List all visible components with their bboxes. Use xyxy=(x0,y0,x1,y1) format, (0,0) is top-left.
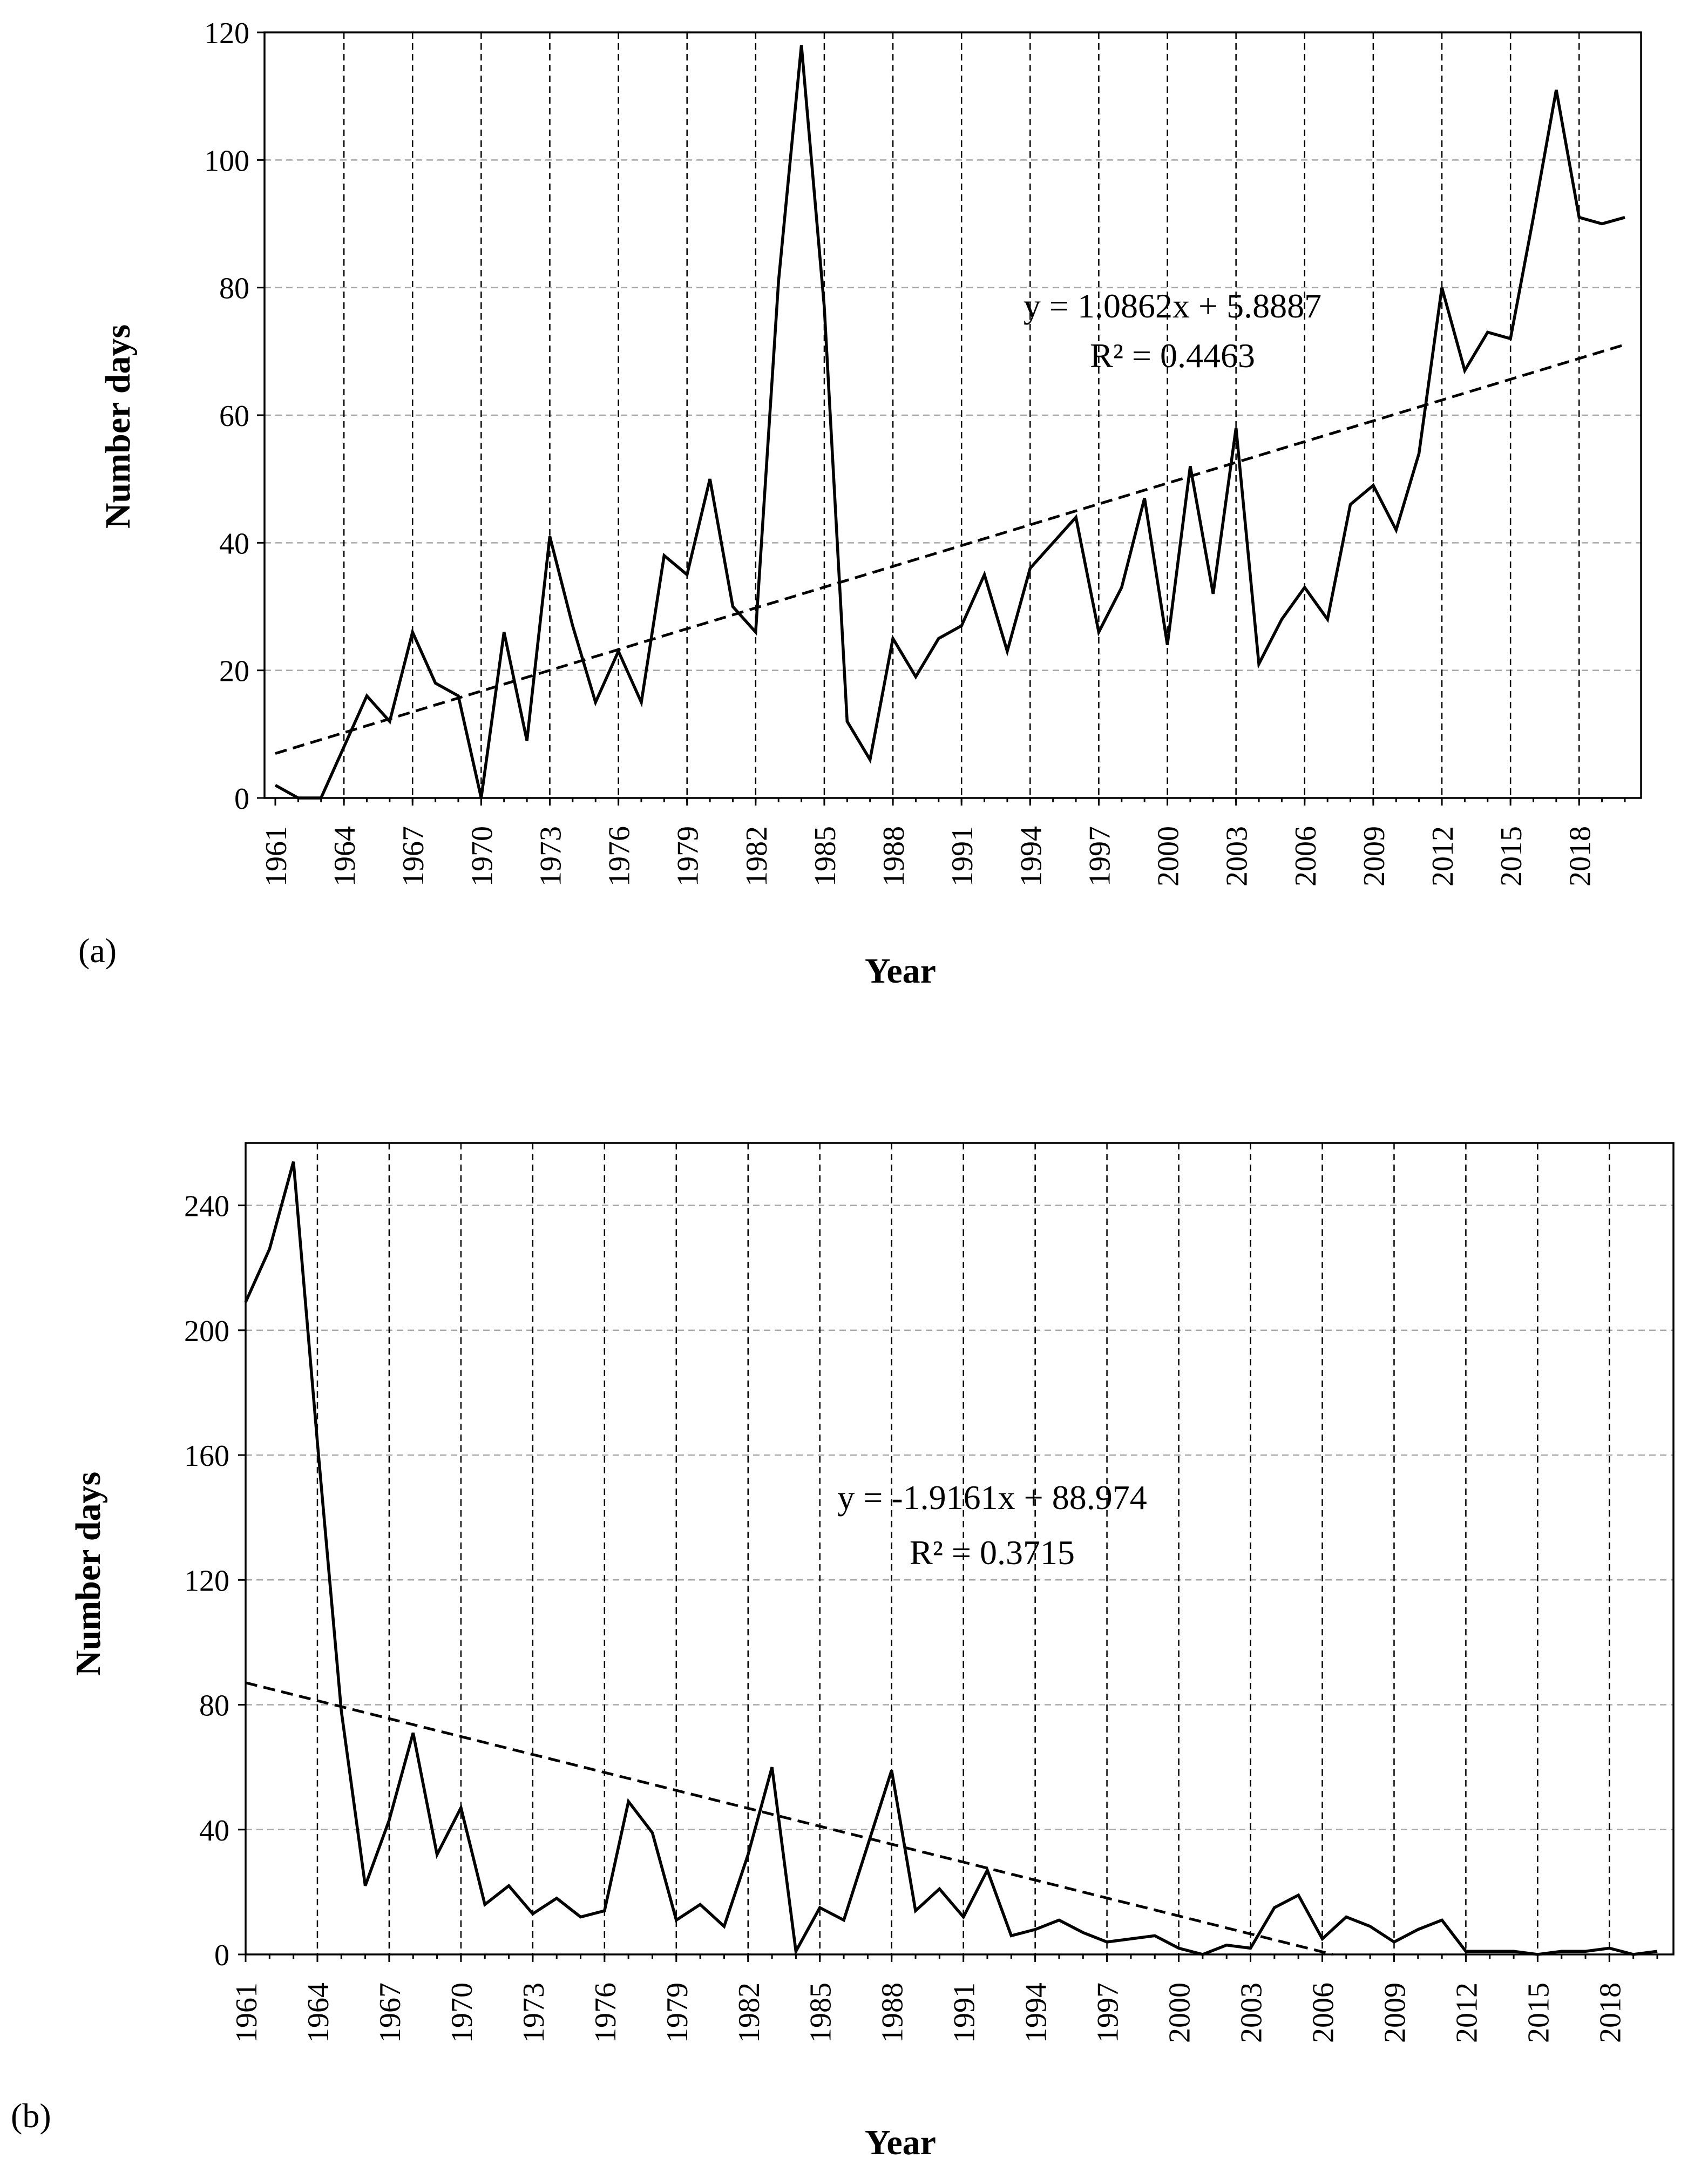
x-tick-label: 1970 xyxy=(465,826,499,887)
panel-a-trend-r2: R² = 0.4463 xyxy=(1090,336,1255,375)
x-tick-label: 2015 xyxy=(1522,1983,1555,2043)
x-tick-label: 1988 xyxy=(876,1983,910,2043)
x-tick-label: 2012 xyxy=(1450,1983,1483,2043)
x-tick-label: 1985 xyxy=(809,826,842,887)
panel-b-y-tick-labels: 0 40 80 120 160 200 240 xyxy=(184,1190,229,1972)
y-tick-label: 0 xyxy=(234,782,249,816)
y-tick-label: 40 xyxy=(199,1814,229,1848)
panel-b-horizontal-gridlines xyxy=(246,1205,1673,1831)
panel-b-trendline xyxy=(245,1681,1333,1956)
panel-b-label: (b) xyxy=(11,2096,51,2135)
x-tick-label: 1979 xyxy=(661,1983,694,2043)
x-tick-label: 2015 xyxy=(1495,826,1528,887)
x-tick-label: 2003 xyxy=(1221,826,1254,887)
x-tick-label: 1970 xyxy=(445,1983,479,2043)
x-tick-label: 1964 xyxy=(302,1983,335,2043)
y-tick-label: 40 xyxy=(219,527,249,560)
x-tick-label: 1979 xyxy=(672,826,705,887)
panel-a-horizontal-gridlines xyxy=(265,31,1641,671)
panel-b-axis-ticks xyxy=(238,1205,1658,1962)
x-tick-label: 1997 xyxy=(1083,826,1116,887)
y-tick-label: 200 xyxy=(184,1315,229,1348)
x-tick-label: 2018 xyxy=(1563,826,1597,887)
x-tick-label: 1976 xyxy=(603,826,636,887)
x-tick-label: 1982 xyxy=(740,826,774,887)
panel-a: 0 20 40 60 80 100 120 1961 1964 1967 1970 1973 1976… xyxy=(78,17,1642,991)
panel-a-y-tick-labels: 0 20 40 60 80 100 120 xyxy=(204,17,249,816)
x-tick-label: 1988 xyxy=(877,826,911,887)
y-tick-label: 100 xyxy=(204,144,249,178)
y-tick-label: 120 xyxy=(204,17,249,50)
panel-b-trend-equation: y = -1.9161x + 88.974 xyxy=(837,1478,1147,1517)
x-tick-label: 2000 xyxy=(1163,1983,1197,2043)
panel-a-series-line xyxy=(274,45,1625,800)
y-tick-label: 120 xyxy=(184,1564,229,1598)
panel-b-trend-r2: R² = 0.3715 xyxy=(910,1533,1075,1572)
y-tick-label: 60 xyxy=(219,400,249,433)
x-tick-label: 1961 xyxy=(230,1983,263,2043)
x-tick-label: 1994 xyxy=(1014,826,1048,887)
panel-a-label: (a) xyxy=(78,931,117,970)
x-tick-label: 1961 xyxy=(260,826,293,887)
x-tick-label: 1976 xyxy=(589,1983,622,2043)
x-tick-label: 1982 xyxy=(733,1983,766,2043)
x-tick-label: 1967 xyxy=(374,1983,407,2043)
panel-a-axis-ticks xyxy=(257,31,1626,806)
panel-a-x-axis-label: Year xyxy=(865,951,936,991)
panel-a-x-tick-labels: 1961 1964 1967 1970 1973 1976 1979 1982 1985 1988… xyxy=(260,826,1597,887)
panel-a-trendline xyxy=(275,343,1625,755)
x-tick-label: 1973 xyxy=(517,1983,551,2043)
panel-a-trend-equation: y = 1.0862x + 5.8887 xyxy=(1024,287,1321,325)
y-tick-label: 0 xyxy=(214,1939,229,1972)
x-tick-label: 1973 xyxy=(534,826,567,887)
y-tick-label: 80 xyxy=(219,272,249,306)
x-tick-label: 1994 xyxy=(1020,1983,1053,2043)
x-tick-label: 1967 xyxy=(397,826,430,887)
x-tick-label: 2000 xyxy=(1152,826,1185,887)
panel-b-x-axis-label: Year xyxy=(865,2123,936,2162)
x-tick-label: 2012 xyxy=(1426,826,1460,887)
panel-b-y-axis-label: Number days xyxy=(69,1472,108,1676)
x-tick-label: 2003 xyxy=(1235,1983,1269,2043)
x-tick-label: 2009 xyxy=(1358,826,1391,887)
x-tick-label: 1991 xyxy=(948,1983,981,2043)
panel-a-y-axis-label: Number days xyxy=(98,324,138,529)
panel-b-x-tick-labels: 1961 1964 1967 1970 1973 1976 1979 1982 1985 1988… xyxy=(230,1983,1627,2043)
y-tick-label: 80 xyxy=(199,1689,229,1723)
y-tick-label: 20 xyxy=(219,655,249,688)
panel-b-vertical-gridlines xyxy=(316,1143,1610,1954)
y-tick-label: 160 xyxy=(184,1439,229,1473)
x-tick-label: 2006 xyxy=(1306,1983,1340,2043)
x-tick-label: 1985 xyxy=(804,1983,838,2043)
x-tick-label: 2018 xyxy=(1594,1983,1627,2043)
y-tick-label: 240 xyxy=(184,1190,229,1223)
x-tick-label: 1964 xyxy=(328,826,362,887)
x-tick-label: 2006 xyxy=(1289,826,1323,887)
panel-b-plot-frame xyxy=(245,1142,1675,1956)
x-tick-label: 2009 xyxy=(1378,1983,1412,2043)
panel-a-vertical-gridlines xyxy=(343,32,1580,798)
x-tick-label: 1997 xyxy=(1092,1983,1125,2043)
x-tick-label: 1991 xyxy=(946,826,979,887)
panel-b-series-line xyxy=(244,1161,1658,1956)
